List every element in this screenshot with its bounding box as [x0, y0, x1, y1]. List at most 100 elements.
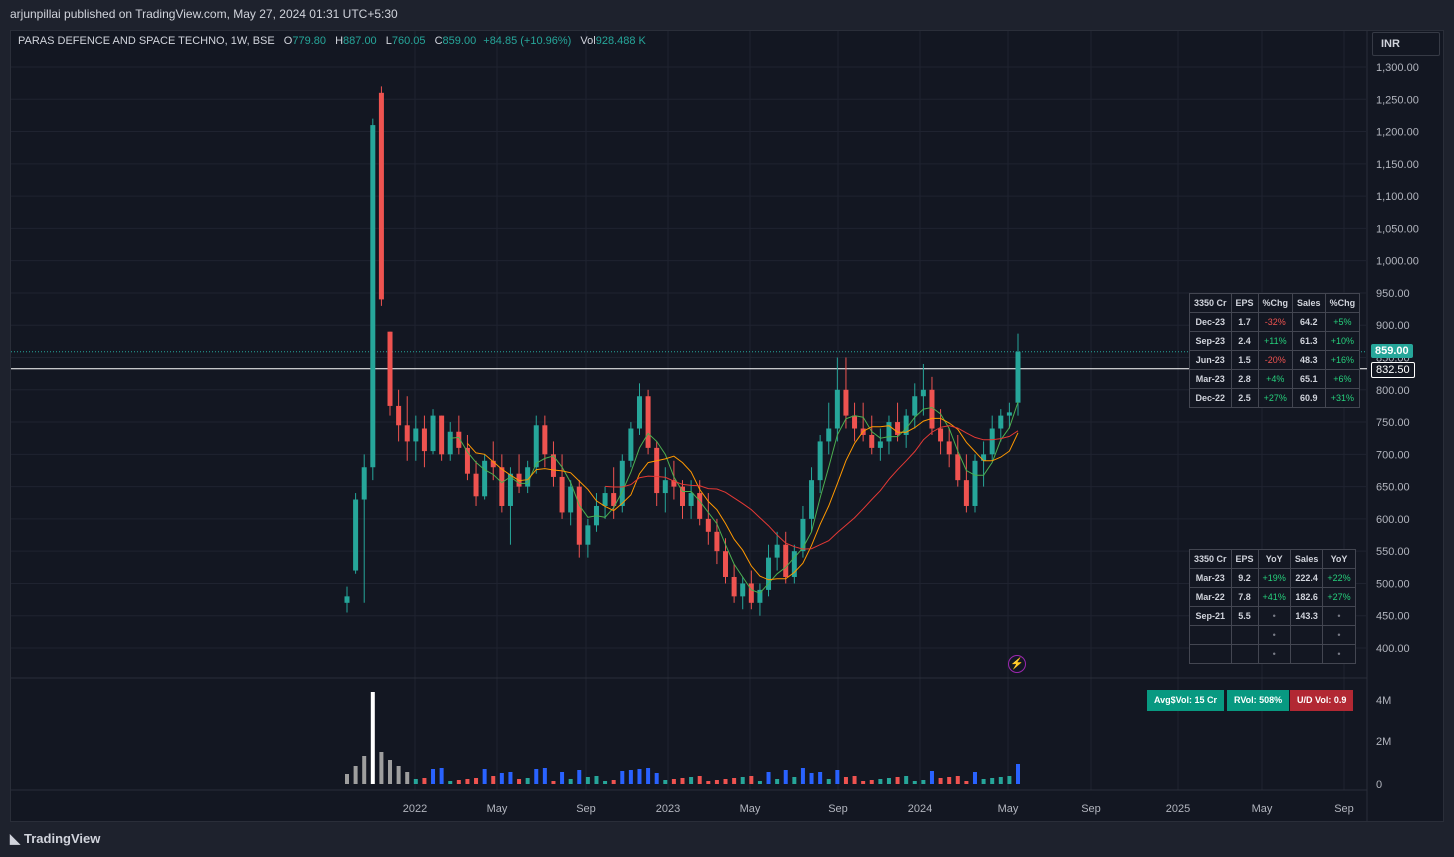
sales-cell: 64.2	[1292, 312, 1326, 332]
time-tick-label: 2024	[908, 803, 932, 815]
volume-bar	[783, 770, 788, 784]
eps-change-cell: -20%	[1257, 350, 1294, 370]
time-tick-label: 2025	[1166, 803, 1190, 815]
candle-body	[680, 486, 685, 506]
period-cell	[1189, 625, 1232, 645]
sales-cell: 182.6	[1289, 587, 1324, 607]
time-tick-label: May	[487, 803, 508, 815]
sales-cell: 222.4	[1289, 568, 1324, 588]
table-row: Dec-22 2.5 +27% 60.9 +31%	[1189, 388, 1361, 408]
header-cell: 3350 Cr	[1189, 293, 1232, 313]
volume-bar	[671, 779, 676, 784]
volume-bar	[792, 777, 797, 784]
volume-tick-label: 0	[1376, 779, 1382, 791]
eps-cell: 2.8	[1230, 369, 1259, 389]
volume-bar	[637, 769, 642, 784]
header-cell: %Chg	[1257, 293, 1294, 313]
table-header-row: 3350 Cr EPS %Chg Sales %Chg	[1189, 293, 1361, 313]
candle-body	[671, 480, 677, 487]
candle-body	[886, 422, 892, 442]
candle-body	[748, 583, 754, 603]
candle-body	[413, 428, 419, 442]
candle-body	[697, 493, 703, 519]
volume-bar	[921, 780, 926, 784]
currency-selector[interactable]: INR	[1372, 32, 1440, 56]
candle-body	[877, 441, 883, 448]
price-tick-label: 450.00	[1376, 611, 1410, 623]
tradingview-logo-icon: ◣	[10, 831, 20, 846]
candle-body	[611, 493, 617, 506]
candle-body	[344, 596, 350, 603]
candle-body	[1015, 351, 1021, 403]
candle-body	[800, 518, 806, 552]
flash-icon[interactable]: ⚡	[1008, 655, 1026, 673]
volume-bar	[448, 781, 453, 784]
top-bar: arjunpillai published on TradingView.com…	[0, 0, 1454, 30]
period-cell: Mar-22	[1189, 587, 1232, 607]
volume-bar	[714, 780, 719, 784]
candle-body	[981, 454, 987, 461]
candle-body	[378, 92, 384, 300]
volume-bar	[732, 778, 737, 784]
price-tick-label: 1,100.00	[1376, 191, 1419, 203]
header-cell: Sales	[1289, 549, 1324, 569]
volume-bar	[938, 778, 943, 784]
low-key: L	[385, 35, 392, 47]
sales-change-cell: +10%	[1324, 331, 1361, 351]
candle-body	[1006, 412, 1012, 416]
eps-cell: 5.5	[1230, 606, 1259, 626]
volume-bar	[826, 779, 831, 784]
volume-bar	[362, 756, 367, 784]
candle-body	[688, 493, 694, 506]
candle-body	[482, 460, 488, 497]
period-cell: Jun-23	[1189, 350, 1232, 370]
annual-fundamentals-table: 3350 Cr EPS YoY Sales YoY Mar-23 9.2 +19…	[1189, 549, 1356, 664]
candle-body	[396, 405, 402, 426]
eps-change-cell: +27%	[1257, 388, 1294, 408]
volume-bar	[508, 772, 513, 784]
price-tick-label: 1,200.00	[1376, 127, 1419, 139]
sales-yoy-cell: •	[1322, 606, 1356, 626]
open-value: 779.80	[292, 35, 327, 47]
volume-bar	[370, 692, 375, 784]
volume-bar	[895, 777, 900, 784]
time-tick-label: May	[998, 803, 1019, 815]
candle-body	[456, 431, 462, 448]
eps-cell	[1230, 625, 1259, 645]
candle-body	[938, 428, 944, 442]
high-value: 887.00	[343, 35, 377, 47]
tradingview-brand[interactable]: ◣ TradingView	[10, 831, 100, 847]
price-tick-label: 1,150.00	[1376, 159, 1419, 171]
eps-cell: 2.4	[1230, 331, 1259, 351]
volume-bar	[491, 776, 496, 784]
candle-body	[869, 434, 875, 448]
candle-body	[662, 480, 668, 494]
volume-bar	[405, 772, 410, 784]
candle-body	[499, 467, 505, 506]
volume-bar	[379, 752, 384, 784]
symbol-label: PARAS DEFENCE AND SPACE TECHNO, 1W, BSE	[18, 35, 275, 47]
volume-bar	[740, 777, 745, 784]
volume-bar	[749, 776, 754, 784]
volume-key: Vol	[580, 35, 596, 47]
volume-bar	[456, 780, 461, 784]
candle-body	[705, 518, 711, 532]
volume-bar	[646, 768, 651, 784]
table-row: Sep-21 5.5 • 143.3 •	[1189, 606, 1356, 626]
time-tick-label: May	[740, 803, 761, 815]
eps-yoy-cell: •	[1257, 625, 1291, 645]
horizontal-line-price-label[interactable]: 832.50	[1371, 362, 1415, 378]
candle-body	[602, 493, 608, 506]
volume-bar	[1016, 764, 1020, 784]
volume-bar	[353, 766, 358, 784]
close-value: 859.00	[442, 35, 477, 47]
candle-body	[757, 589, 763, 603]
volume-bar	[628, 770, 633, 784]
candle-body	[370, 125, 376, 468]
candle-body	[404, 425, 410, 442]
sales-yoy-cell: •	[1322, 644, 1356, 664]
time-tick-label: 2022	[403, 803, 427, 815]
volume-bar	[594, 776, 599, 784]
price-tick-label: 400.00	[1376, 643, 1410, 655]
